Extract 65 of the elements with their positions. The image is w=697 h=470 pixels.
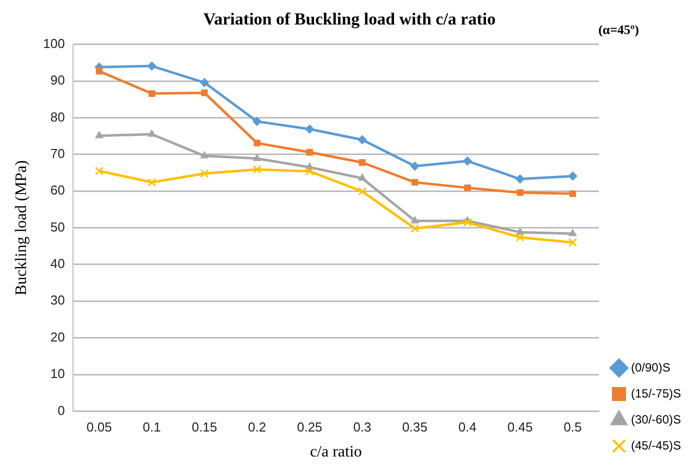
y-tick-label: 50 — [50, 219, 65, 234]
point — [96, 68, 103, 75]
point — [200, 78, 209, 88]
point — [569, 190, 576, 198]
point — [148, 130, 156, 137]
point — [516, 174, 525, 184]
y-tick-label: 70 — [50, 146, 65, 162]
point — [464, 184, 471, 192]
point — [568, 172, 578, 181]
y-tick-label: 0 — [58, 402, 65, 418]
point — [305, 167, 314, 176]
x-tick-label: 0.45 — [507, 420, 533, 435]
point — [148, 90, 156, 97]
x-tick-label: 0.05 — [86, 420, 112, 435]
point — [358, 187, 367, 196]
point — [252, 165, 262, 174]
y-tick-label: 10 — [50, 366, 65, 382]
y-tick-label: 60 — [50, 182, 65, 198]
y-tick-label: 20 — [50, 329, 65, 344]
point — [410, 162, 420, 171]
x-tick-label: 0.15 — [192, 420, 218, 435]
y-tick-label: 40 — [50, 256, 65, 272]
point — [148, 178, 156, 187]
legend-label: (45/-45)S — [630, 438, 682, 452]
point — [410, 216, 419, 224]
text: (α=45º) — [598, 22, 639, 37]
point — [462, 156, 472, 166]
point — [253, 154, 261, 161]
legend-label: (30/-60)S — [630, 412, 682, 426]
point — [412, 178, 418, 186]
x-tick-label: 0.5 — [564, 420, 582, 435]
x-tick-label: 0.4 — [458, 420, 476, 435]
point — [306, 148, 313, 156]
legend-label: (0/90)S — [630, 360, 670, 374]
point — [410, 224, 420, 233]
point — [568, 238, 577, 247]
point — [463, 218, 472, 227]
x-tick-label: 0.25 — [296, 420, 322, 435]
x-axis-title: c/a ratio — [310, 444, 362, 461]
y-axis-title: Buckling load (MPa) — [12, 160, 30, 296]
x-tick-label: 0.3 — [353, 420, 372, 435]
point — [568, 229, 577, 236]
x-tick-label: 0.1 — [142, 420, 161, 435]
point — [305, 124, 314, 134]
point — [94, 166, 104, 176]
point — [516, 189, 524, 196]
point — [201, 89, 208, 96]
point — [254, 140, 260, 146]
chart-title: Variation of Buckling load with c/a ratio — [203, 10, 496, 29]
point — [95, 131, 104, 138]
point — [516, 233, 524, 242]
point — [358, 174, 366, 181]
x-tick-label: 0.2 — [248, 420, 266, 435]
point — [252, 116, 262, 126]
point — [200, 151, 208, 158]
y-tick-label: 90 — [50, 72, 65, 88]
point — [358, 135, 367, 144]
y-tick-label: 30 — [50, 292, 65, 308]
y-tick-label: 100 — [43, 36, 65, 51]
point — [358, 159, 366, 166]
y-tick-label: 80 — [50, 109, 65, 124]
legend-label: (15/-75)S — [630, 386, 682, 400]
point — [147, 62, 156, 71]
point — [200, 169, 209, 178]
x-tick-label: 0.35 — [402, 420, 428, 435]
